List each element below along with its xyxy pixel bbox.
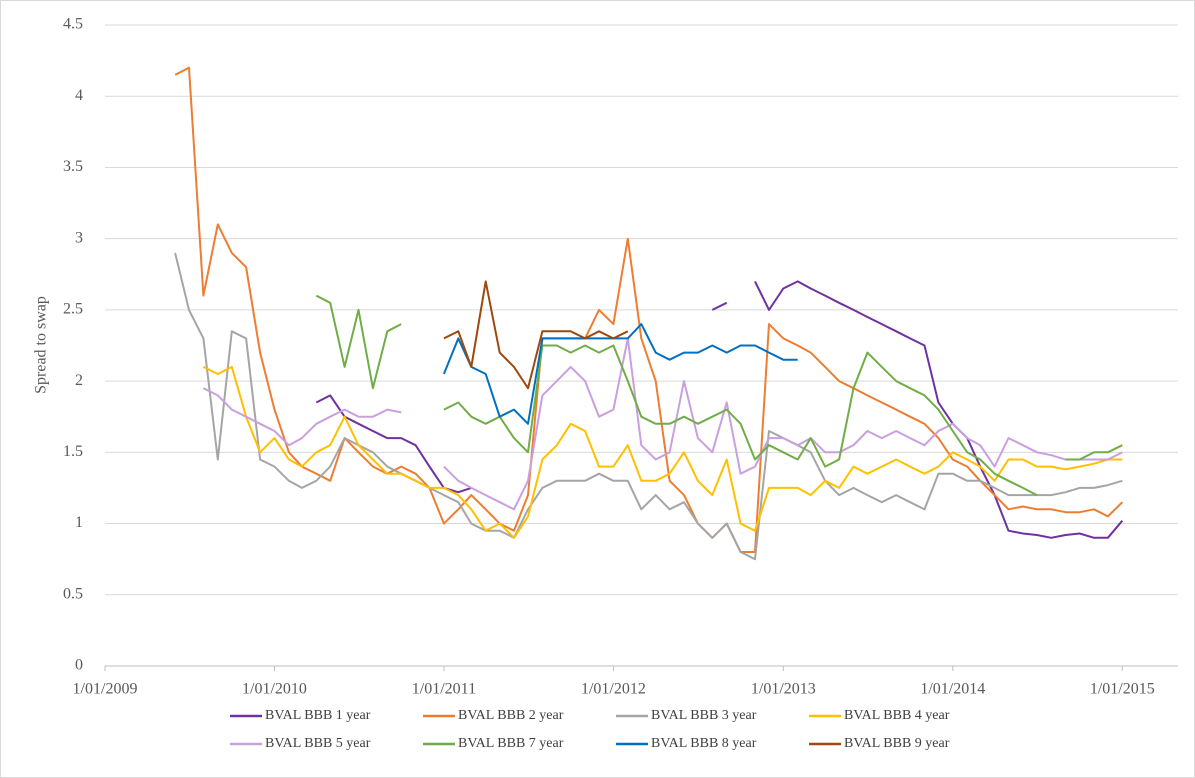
y-tick-label: 1.5 <box>63 443 83 460</box>
y-tick-label: 4 <box>75 87 83 104</box>
x-tick-label: 1/01/2011 <box>412 681 476 698</box>
y-tick-label: 3 <box>75 229 83 246</box>
x-tick-label: 1/01/2013 <box>751 681 816 698</box>
y-tick-label: 3.5 <box>63 158 83 175</box>
legend-label: BVAL BBB 4 year <box>844 708 950 723</box>
legend-label: BVAL BBB 8 year <box>651 736 757 751</box>
x-tick-label: 1/01/2014 <box>920 681 985 698</box>
series-line <box>174 66 1124 553</box>
series-line <box>202 337 1123 511</box>
series-line <box>202 365 1123 539</box>
legend-label: BVAL BBB 9 year <box>844 736 950 751</box>
x-tick-label: 1/01/2010 <box>242 681 307 698</box>
legend-label: BVAL BBB 3 year <box>651 708 757 723</box>
y-axis-label: Spread to swap <box>33 296 50 394</box>
y-tick-label: 4.5 <box>63 16 83 33</box>
legend-label: BVAL BBB 1 year <box>265 708 371 723</box>
legend-label: BVAL BBB 7 year <box>458 736 564 751</box>
x-tick-label: 1/01/2009 <box>73 681 138 698</box>
x-tick-label: 1/01/2015 <box>1090 681 1155 698</box>
y-tick-label: 1 <box>75 514 83 531</box>
y-tick-label: 2.5 <box>63 301 83 318</box>
legend-label: BVAL BBB 5 year <box>265 736 371 751</box>
series-line <box>174 252 1123 561</box>
legend-label: BVAL BBB 2 year <box>458 708 564 723</box>
series-line <box>315 294 1123 496</box>
x-tick-label: 1/01/2012 <box>581 681 646 698</box>
y-tick-label: 2 <box>75 372 83 389</box>
y-tick-label: 0.5 <box>63 585 83 602</box>
series-line <box>442 323 798 425</box>
series-line <box>443 280 629 390</box>
y-tick-label: 0 <box>75 657 83 674</box>
